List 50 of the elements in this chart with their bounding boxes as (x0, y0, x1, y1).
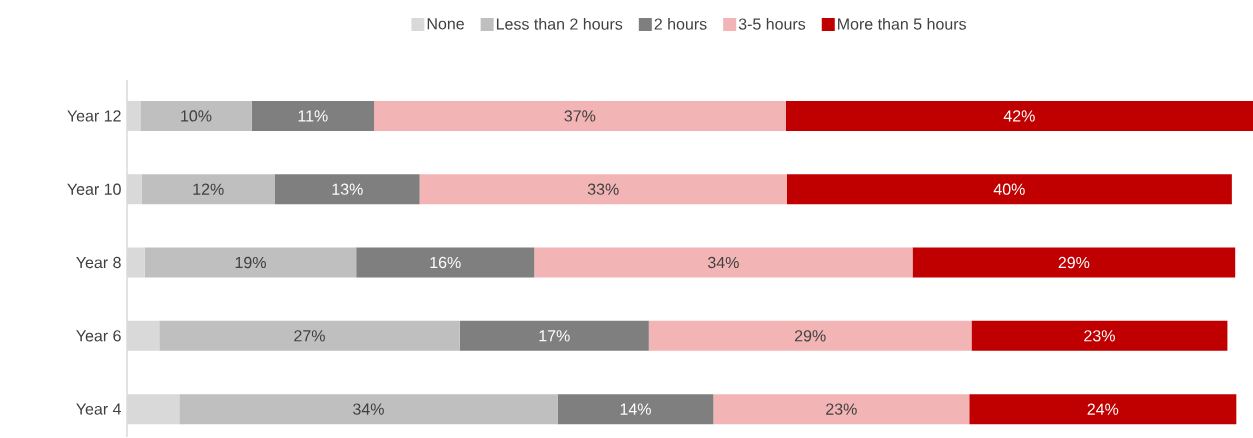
bar (374, 101, 786, 132)
bar (251, 101, 375, 132)
y-tick-label: Year 4 (76, 403, 122, 415)
bar (786, 174, 1232, 205)
bar (419, 174, 787, 205)
bar (141, 174, 275, 205)
data-label: 12% (193, 183, 224, 195)
bar (648, 320, 972, 351)
data-label: 19% (235, 256, 266, 269)
data-label: 17% (539, 330, 570, 342)
data-label: 24% (1087, 403, 1119, 415)
data-label: 29% (794, 330, 826, 342)
bar (140, 101, 252, 132)
legend-label: More than 5 hours (838, 18, 966, 30)
legend-label: 2 hours (654, 18, 707, 30)
data-label: 10% (181, 110, 212, 122)
bar (912, 247, 1236, 278)
bar (557, 394, 714, 425)
legend-label: Less than 2 hours (496, 18, 623, 30)
bar (713, 394, 970, 425)
data-label: 13% (332, 183, 363, 195)
data-label: 33% (587, 183, 619, 195)
bar (144, 247, 357, 278)
data-label: 23% (826, 403, 857, 415)
legend-label: None (427, 18, 464, 30)
data-label: 29% (1058, 256, 1090, 269)
data-label: 42% (1003, 110, 1035, 122)
y-tick-label: Year 6 (76, 330, 121, 342)
bar (274, 174, 420, 205)
bar (971, 320, 1228, 351)
data-label: 34% (353, 403, 384, 415)
data-label: 14% (620, 403, 651, 415)
data-label: 40% (993, 183, 1025, 195)
bar (785, 101, 1253, 132)
y-tick-label: Year 10 (67, 183, 121, 195)
data-label: 34% (707, 256, 739, 269)
data-label: 23% (1084, 330, 1115, 342)
y-tick-label: Year 8 (76, 256, 121, 269)
bar (179, 394, 558, 425)
y-tick-label: Year 12 (67, 110, 121, 122)
data-label: 37% (564, 110, 596, 122)
data-label: 27% (294, 330, 325, 342)
data-label: 16% (430, 256, 461, 269)
bar (159, 320, 460, 351)
legend-label: 3-5 hours (738, 18, 806, 30)
data-label: 11% (298, 110, 328, 122)
bar (356, 247, 535, 278)
bar (459, 320, 649, 351)
bar (969, 394, 1237, 425)
bar (534, 247, 913, 278)
